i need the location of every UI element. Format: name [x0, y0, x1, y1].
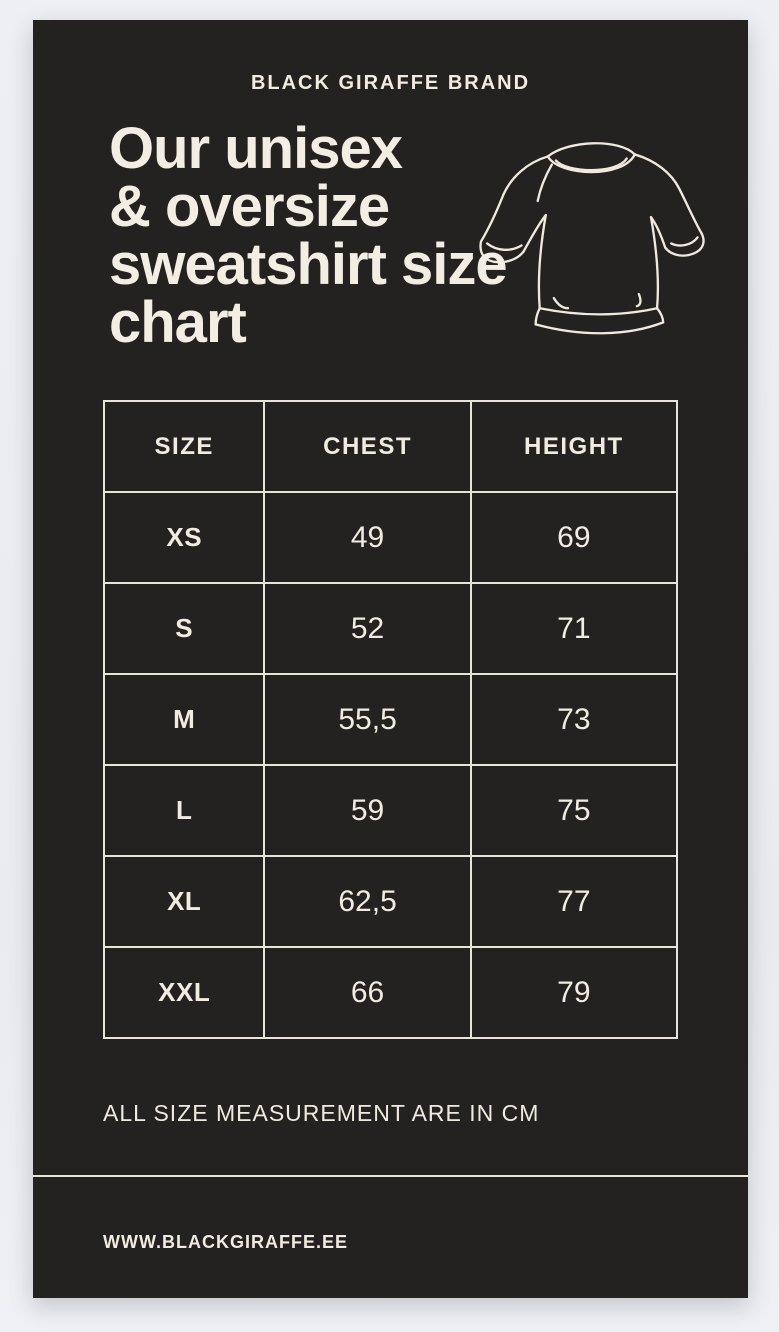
- table-row: M 55,5 73: [102, 673, 679, 766]
- chest-value: 49: [263, 491, 472, 584]
- header-size: SIZE: [102, 400, 266, 493]
- page-title: Our unisex & oversize sweatshirt size ch…: [109, 116, 508, 355]
- title-line-4: chart: [109, 290, 247, 355]
- height-value: 79: [469, 946, 679, 1039]
- size-chart-card: BLACK GIRAFFE BRAND Our unisex & oversiz…: [33, 20, 748, 1298]
- size-table: SIZE CHEST HEIGHT XS 49 69 S 52 71 M 55,…: [102, 400, 679, 1039]
- chest-value: 55,5: [263, 673, 472, 766]
- brand-label: BLACK GIRAFFE BRAND: [250, 72, 531, 94]
- table-row: XS 49 69: [102, 491, 679, 584]
- chest-value: 62,5: [263, 855, 472, 948]
- height-value: 77: [469, 855, 679, 948]
- size-label: XXL: [102, 946, 266, 1039]
- chest-value: 52: [263, 582, 472, 675]
- title-line-1: Our unisex: [109, 116, 403, 181]
- title-line-2: & oversize: [109, 174, 390, 239]
- chest-value: 59: [263, 764, 472, 857]
- website-url: WWW.BLACKGIRAFFE.EE: [103, 1232, 348, 1252]
- table-row: XL 62,5 77: [102, 855, 679, 948]
- header-height: HEIGHT: [469, 400, 679, 493]
- table-row: XXL 66 79: [102, 946, 679, 1039]
- chest-value: 66: [263, 946, 472, 1039]
- table-row: L 59 75: [102, 764, 679, 857]
- sweatshirt-illustration: [479, 142, 705, 335]
- height-value: 73: [469, 673, 679, 766]
- table-header-row: SIZE CHEST HEIGHT: [102, 400, 679, 493]
- units-note: ALL SIZE MEASUREMENT ARE IN CM: [103, 1100, 540, 1126]
- height-value: 71: [469, 582, 679, 675]
- divider-line: [33, 1175, 748, 1177]
- size-label: XL: [102, 855, 266, 948]
- table-row: S 52 71: [102, 582, 679, 675]
- height-value: 75: [469, 764, 679, 857]
- size-label: L: [102, 764, 266, 857]
- size-label: XS: [102, 491, 266, 584]
- size-label: M: [102, 673, 266, 766]
- size-label: S: [102, 582, 266, 675]
- height-value: 69: [469, 491, 679, 584]
- header-chest: CHEST: [263, 400, 472, 493]
- title-line-3: sweatshirt size: [109, 232, 508, 297]
